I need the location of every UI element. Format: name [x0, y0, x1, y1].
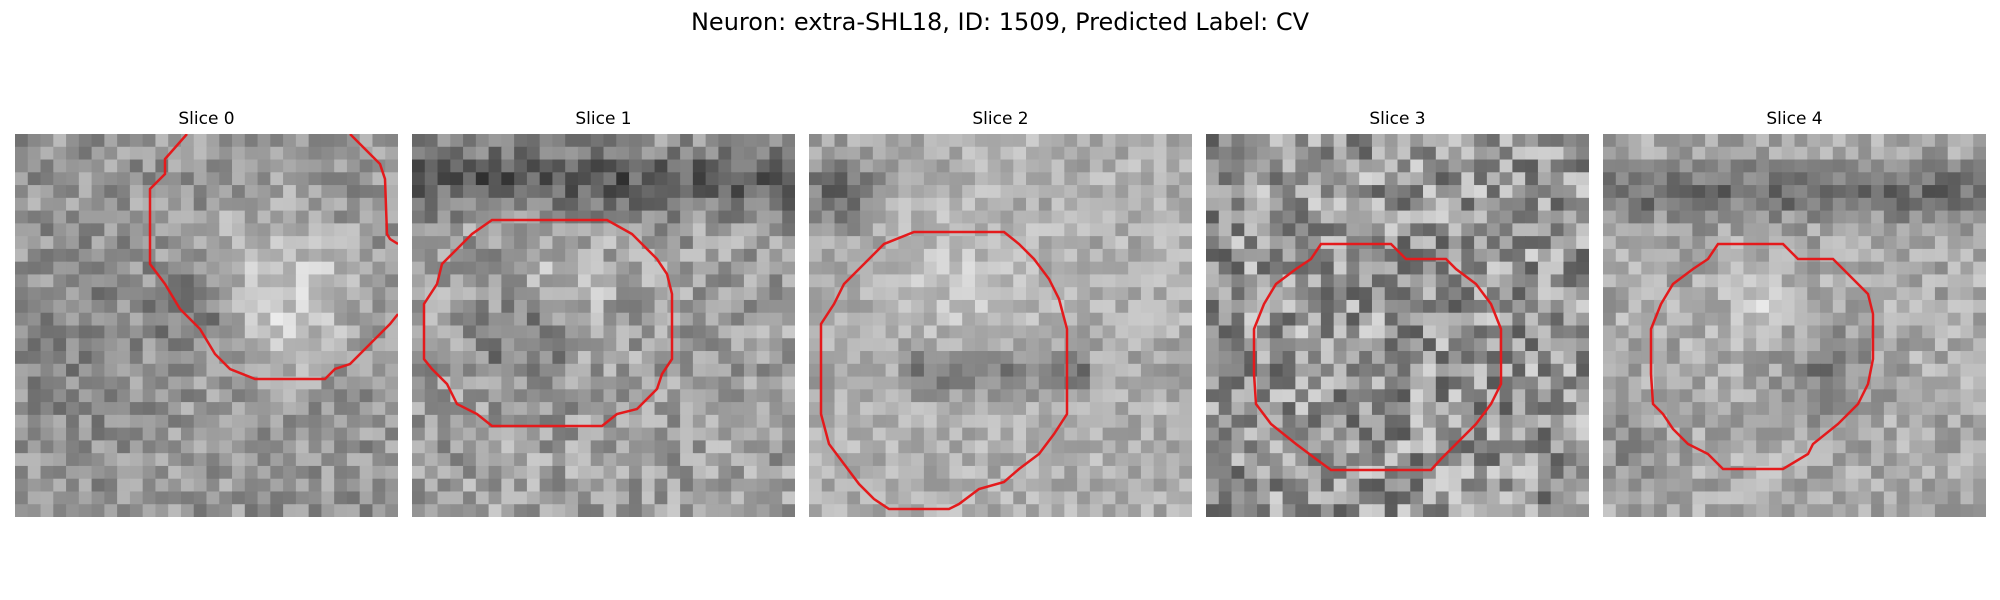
cell-contour [422, 218, 674, 428]
slice-image-frame [15, 134, 398, 517]
slice-title: Slice 1 [575, 109, 632, 129]
slice-image-frame [809, 134, 1192, 517]
cell-contour [1649, 242, 1875, 471]
slice-image-frame [1206, 134, 1589, 517]
slice-panel-3: Slice 3 [1206, 108, 1589, 517]
slice-title: Slice 4 [1766, 109, 1823, 129]
slice-panel-4: Slice 4 [1603, 108, 1986, 517]
slice-image [809, 134, 1192, 517]
slice-title: Slice 0 [178, 109, 235, 129]
slice-panel-1: Slice 1 [412, 108, 795, 517]
cell-contour [819, 230, 1069, 511]
slice-title: Slice 3 [1369, 109, 1426, 129]
slice-image-frame [1603, 134, 1986, 517]
slice-image-frame [412, 134, 795, 517]
slice-image [1206, 134, 1589, 517]
slice-panel-0: Slice 0 [15, 108, 398, 517]
slice-title: Slice 2 [972, 109, 1029, 129]
slice-image [1603, 134, 1986, 517]
slice-panel-2: Slice 2 [809, 108, 1192, 517]
slice-image [15, 134, 398, 517]
cell-contour [1252, 242, 1503, 472]
cell-contour [148, 134, 398, 381]
cell-contour-edge [349, 134, 398, 246]
figure-title: Neuron: extra-SHL18, ID: 1509, Predicted… [690, 8, 1310, 36]
slice-image [412, 134, 795, 517]
